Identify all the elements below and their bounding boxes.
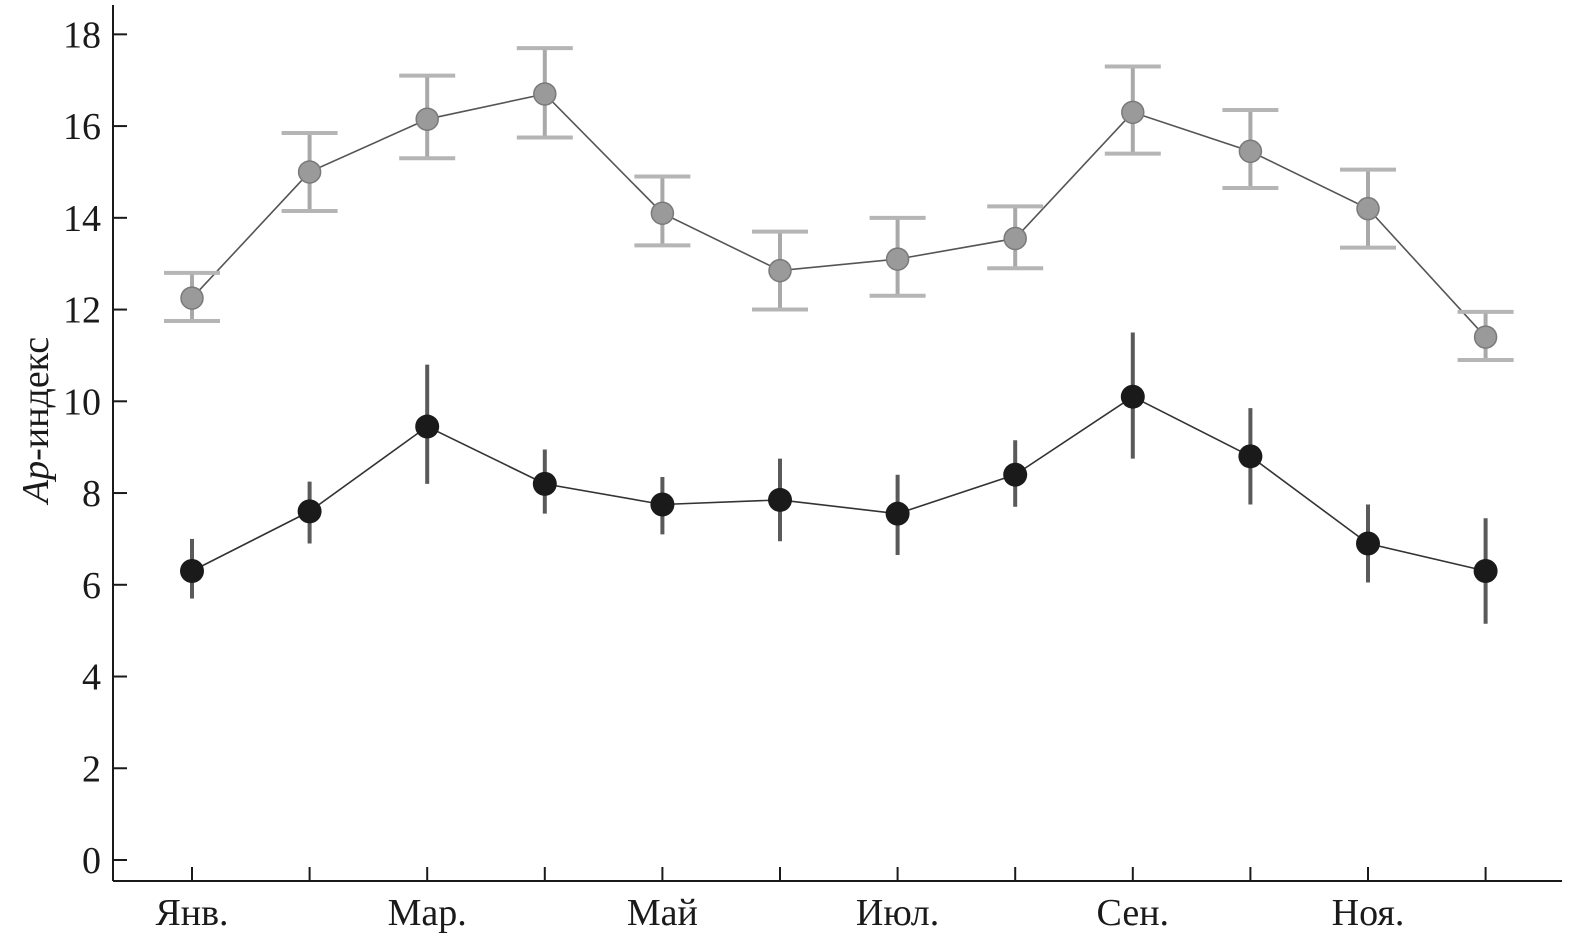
data-point [415,414,440,439]
x-tick-label: Сен. [1097,892,1170,934]
data-point [885,247,910,271]
y-axis-title: Ap-индекс [15,337,57,506]
data-point [1003,226,1027,251]
series-line [191,395,1486,572]
data-point [1238,444,1263,469]
y-tick-label: 10 [63,381,101,423]
data-point [533,82,557,106]
y-tick-label: 0 [82,840,101,882]
series-upper [164,46,1514,363]
y-tick-label: 18 [63,14,101,56]
series-layer [164,46,1514,624]
y-axis-title-italic: Ap [15,461,57,506]
x-tick-label: Мар. [388,892,467,934]
data-point [532,471,557,496]
y-tick-label: 2 [82,748,101,790]
x-ticks: Янв. Мар. Май Июл. Сен. Ноя. [155,867,1487,934]
x-tick-label: Май [627,892,698,934]
data-point [885,501,910,526]
axes [112,5,1562,882]
y-tick-label: 4 [82,657,101,699]
data-point [180,286,204,310]
data-point [1356,531,1380,556]
data-point [297,160,322,184]
data-point [1473,559,1498,584]
x-tick-label: Янв. [155,892,228,934]
data-point [1473,325,1498,349]
y-axis-title-rest: -индекс [15,337,57,461]
series-lower [180,332,1498,624]
y-tick-label: 8 [82,473,101,515]
data-point [180,559,204,584]
data-point [1003,462,1028,487]
data-point [1356,196,1380,221]
data-point [1238,139,1263,164]
x-tick-label: Ноя. [1332,892,1405,934]
y-tick-label: 14 [63,198,101,240]
series-line [191,93,1487,338]
data-point [415,107,439,131]
data-point [650,201,675,225]
y-tick-label: 16 [63,106,101,148]
data-point [1120,384,1145,409]
data-point [768,258,792,283]
y-ticks: 0 2 4 6 8 10 12 14 16 18 [63,14,127,882]
x-tick-label: Июл. [856,892,939,934]
data-point [768,487,792,512]
data-point [297,499,322,524]
y-tick-label: 12 [63,290,101,332]
data-point [1121,100,1145,125]
data-point [650,492,675,517]
y-tick-label: 6 [82,565,101,607]
